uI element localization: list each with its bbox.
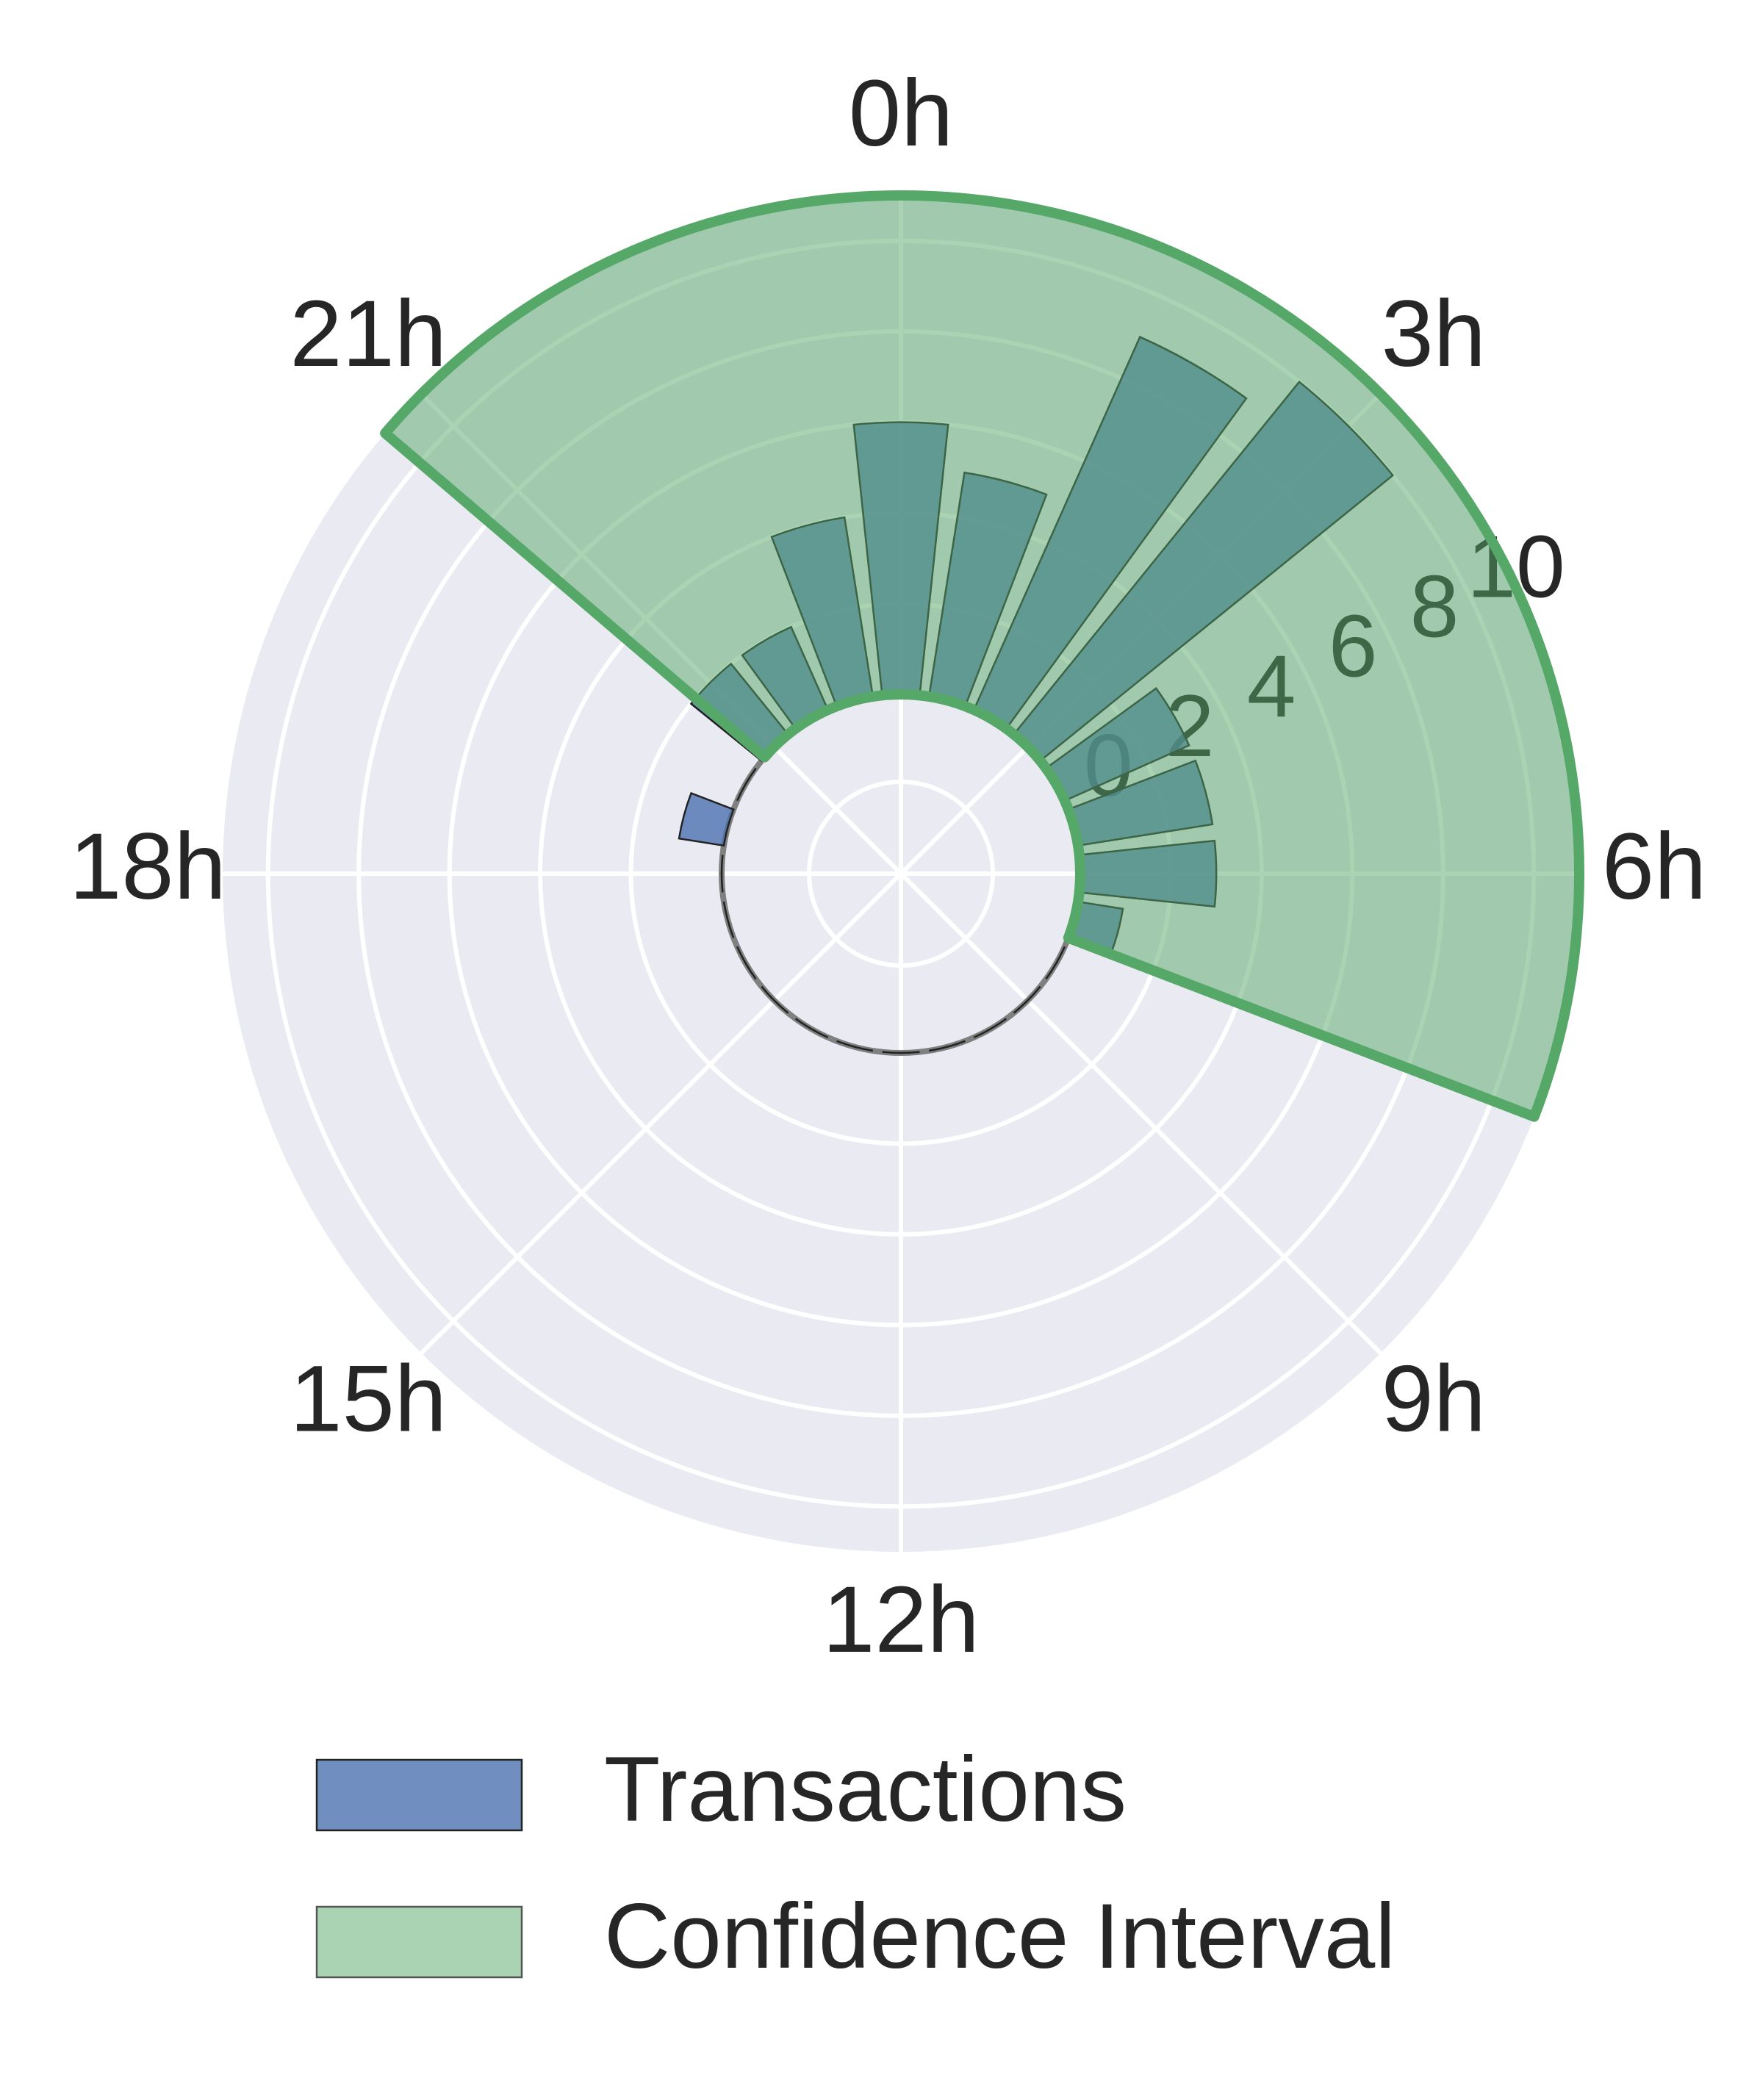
legend-label: Transactions <box>604 1738 1127 1841</box>
spoke-grid-line <box>420 871 903 1355</box>
angle-tick-label: 15h <box>290 1347 447 1452</box>
legend-swatch <box>315 1905 523 1979</box>
angle-tick-label: 3h <box>1382 281 1486 386</box>
legend-label: Confidence Interval <box>604 1885 1396 1988</box>
bar <box>836 1040 874 1052</box>
legend-swatch <box>315 1758 523 1832</box>
angle-tick-label: 9h <box>1382 1347 1486 1452</box>
angle-tick-label: 6h <box>1602 814 1706 919</box>
bar <box>722 901 735 938</box>
spoke-grid-line <box>899 871 1382 1355</box>
angle-tick-label: 21h <box>290 281 447 386</box>
angle-tick-label: 12h <box>822 1567 980 1672</box>
angle-tick-label: 0h <box>849 61 953 166</box>
confidence-interval <box>380 190 1584 1122</box>
bar <box>882 1051 920 1054</box>
angle-tick-label: 18h <box>69 814 226 919</box>
bar <box>678 791 735 847</box>
